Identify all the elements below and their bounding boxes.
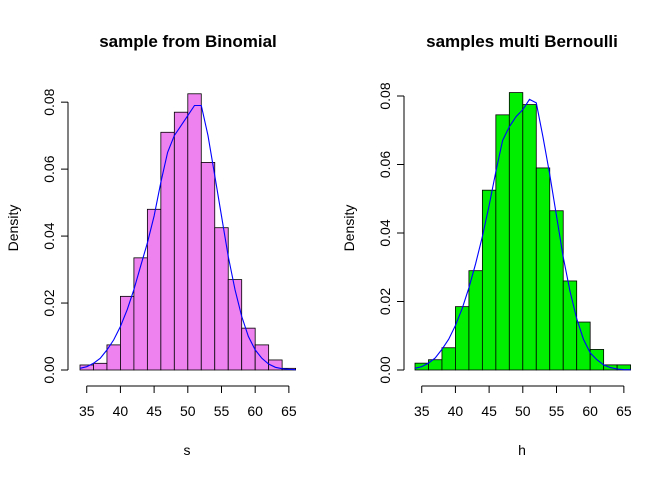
x-tick-label: 35: [414, 403, 430, 419]
histogram-bar: [187, 93, 202, 371]
histogram-bar: [268, 359, 283, 371]
x-tick-label: 55: [549, 403, 565, 419]
y-tick-label: 0.08: [377, 82, 393, 109]
y-tick-label: 0.06: [41, 155, 57, 182]
y-tick-label: 0.08: [41, 88, 57, 115]
histogram-bar: [241, 327, 256, 371]
histogram-bar: [468, 270, 483, 371]
x-axis-label: h: [518, 442, 526, 458]
y-axis-label: Density: [5, 205, 21, 252]
x-tick-label: 55: [214, 403, 230, 419]
histogram-bar: [508, 92, 524, 371]
histogram-bar: [120, 295, 135, 371]
histogram-bar: [522, 104, 537, 371]
histogram-bar: [455, 306, 470, 371]
density-curve: [414, 98, 631, 371]
histogram-bar: [549, 210, 564, 371]
x-tick-label: 35: [79, 403, 95, 419]
histogram-bar: [93, 362, 108, 371]
x-tick-label: 60: [247, 403, 263, 419]
histogram-panel-multi-bernoulli: samples multi Bernoulli 35 40 45 50 55 60 65 0.0…: [341, 32, 632, 458]
histogram-bar: [481, 189, 497, 371]
x-tick-label: 65: [616, 403, 632, 419]
y-tick-label: 0.00: [41, 356, 57, 383]
histogram-panel-binomial: sample from Binomial 35 40 45 50 55 60 65 0.00 0.…: [5, 32, 297, 458]
histogram-bar: [562, 280, 578, 371]
x-tick-label: 40: [448, 403, 464, 419]
histogram-bar: [106, 344, 121, 371]
x-tick-label: 60: [582, 403, 598, 419]
chart-title: samples multi Bernoulli: [426, 32, 618, 51]
x-tick-label: 50: [180, 403, 196, 419]
y-tick-label: 0.00: [377, 356, 393, 383]
x-tick-label: 45: [146, 403, 162, 419]
y-tick-label: 0.06: [377, 151, 393, 178]
y-tick-label: 0.04: [41, 222, 57, 249]
y-tick-label: 0.02: [377, 288, 393, 315]
histogram-bar: [576, 321, 591, 371]
histogram-bar: [200, 162, 216, 371]
y-tick-label: 0.04: [377, 219, 393, 246]
x-axis-label: s: [184, 442, 191, 458]
histogram-bar: [133, 257, 148, 371]
histogram-bar: [495, 114, 510, 371]
histogram-bar: [441, 347, 456, 371]
histogram-bar: [173, 111, 189, 371]
density-curve: [79, 104, 296, 371]
x-tick-label: 45: [481, 403, 497, 419]
histogram-bar: [160, 131, 175, 371]
x-tick-label: 65: [281, 403, 297, 419]
x-tick-label: 50: [515, 403, 531, 419]
y-tick-label: 0.02: [41, 289, 57, 316]
chart-title: sample from Binomial: [99, 32, 277, 51]
x-tick-label: 40: [113, 403, 129, 419]
histogram-bar: [535, 167, 551, 371]
y-axis-label: Density: [341, 205, 357, 252]
histogram-bar: [227, 279, 243, 371]
histogram-bar: [214, 227, 229, 371]
